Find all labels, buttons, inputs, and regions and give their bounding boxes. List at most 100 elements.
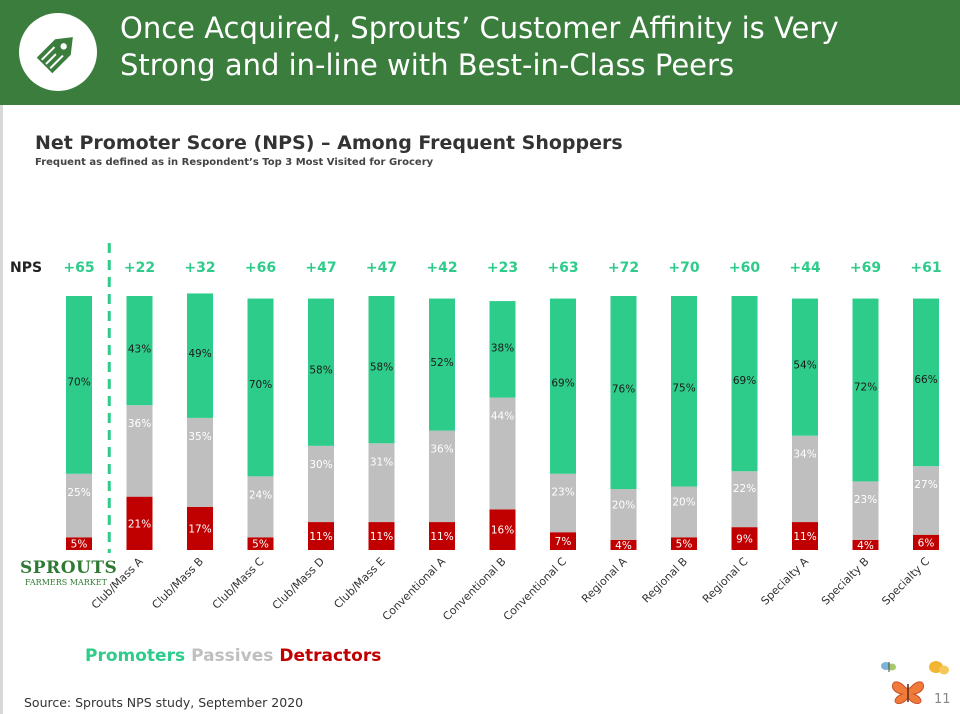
detractors-bar: [610, 539, 637, 550]
legend-promoters: Promoters: [85, 646, 186, 666]
promoters-bar: [792, 298, 818, 436]
promoters-data-label: 72%: [854, 381, 877, 393]
passives-data-label: 36%: [128, 418, 151, 430]
passives-data-label: 30%: [309, 459, 332, 471]
passives-data-label: 25%: [67, 487, 90, 499]
passives-bar: [852, 481, 879, 540]
passives-bar: [66, 473, 92, 538]
detractors-data-label: 11%: [430, 531, 453, 543]
promoters-data-label: 58%: [370, 362, 393, 374]
nps-value: +63: [547, 260, 578, 276]
detractors-data-label: 21%: [128, 518, 151, 530]
x-tick-label: Regional B: [640, 555, 691, 606]
promoters-bar: [610, 296, 637, 490]
detractors-data-label: 5%: [71, 539, 88, 551]
nps-value: +42: [426, 260, 457, 276]
detractors-data-label: 4%: [857, 540, 874, 552]
x-tick-label: Club/Mass E: [331, 555, 387, 611]
promoters-data-label: 70%: [249, 379, 272, 391]
detractors-data-label: 11%: [370, 531, 393, 543]
promoters-data-label: 69%: [733, 375, 756, 387]
passives-bar: [671, 486, 697, 538]
detractors-bar: [308, 522, 334, 550]
header-banner: Once Acquired, Sprouts’ Customer Affinit…: [0, 0, 960, 105]
detractors-data-label: 11%: [793, 531, 816, 543]
promoters-data-label: 75%: [672, 382, 695, 394]
detractors-data-label: 5%: [676, 539, 693, 551]
detractors-bar: [792, 522, 818, 550]
promoters-data-label: 70%: [67, 376, 90, 388]
detractors-bar: [66, 537, 92, 550]
left-rule: [0, 105, 3, 714]
nps-value: +69: [850, 260, 881, 276]
detractors-bar: [671, 537, 697, 550]
nps-value: +23: [487, 260, 518, 276]
detractors-data-label: 7%: [555, 536, 572, 548]
promoters-bar: [429, 298, 455, 431]
x-tick-label: Club/Mass B: [149, 555, 206, 612]
promoters-data-label: 52%: [430, 357, 453, 369]
detractors-data-label: 11%: [309, 531, 332, 543]
x-tick-label: Club/Mass D: [270, 555, 327, 612]
passives-data-label: 31%: [370, 456, 393, 468]
nps-value: +47: [366, 260, 397, 276]
promoters-bar: [66, 296, 92, 474]
page-title-line-1: Once Acquired, Sprouts’ Customer Affinit…: [120, 11, 839, 45]
chart-legend: Promoters Passives Detractors: [85, 646, 387, 666]
passives-bar: [308, 445, 334, 523]
passives-bar: [792, 435, 818, 523]
passives-data-label: 20%: [672, 497, 695, 509]
x-tick-label: Regional A: [579, 555, 630, 606]
detractors-bar: [550, 532, 576, 550]
detractors-bar: [368, 522, 395, 550]
passives-bar: [126, 405, 153, 497]
source-note: Source: Sprouts NPS study, September 202…: [24, 695, 304, 710]
nps-value: +44: [789, 260, 820, 276]
promoters-bar: [187, 293, 213, 418]
passives-data-label: 27%: [914, 479, 937, 491]
detractors-data-label: 16%: [491, 525, 514, 537]
x-tick-label: Specialty A: [758, 555, 811, 608]
promoters-data-label: 49%: [188, 348, 211, 360]
detractors-bar: [247, 537, 274, 550]
promoters-data-label: 76%: [612, 384, 635, 396]
promoters-data-label: 43%: [128, 343, 151, 355]
nps-value: +60: [729, 260, 760, 276]
detractors-bar: [126, 496, 153, 550]
detractors-data-label: 6%: [918, 537, 935, 549]
nps-value: +72: [608, 260, 639, 276]
passives-data-label: 34%: [793, 449, 816, 461]
detractors-data-label: 5%: [252, 539, 269, 551]
passives-bar: [368, 443, 395, 523]
promoters-data-label: 66%: [914, 374, 937, 386]
passives-data-label: 35%: [188, 431, 211, 443]
detractors-data-label: 4%: [615, 540, 632, 552]
butterfly-icon: [881, 661, 949, 705]
x-tick-label: Specialty B: [819, 555, 872, 608]
detractors-data-label: 17%: [188, 523, 211, 535]
passives-bar: [429, 430, 455, 523]
sprouts-logo: SPROUTS FARMERS MARKET: [20, 559, 117, 588]
promoters-bar: [913, 298, 939, 467]
detractors-bar: [187, 506, 213, 550]
passives-bar: [489, 397, 516, 510]
passives-data-label: 36%: [430, 444, 453, 456]
passives-bar: [247, 476, 274, 538]
detractors-bar: [913, 534, 939, 550]
x-tick-label: Regional C: [700, 555, 751, 606]
price-tag-icon: [36, 37, 73, 74]
legend-detractors: Detractors: [279, 646, 382, 666]
promoters-data-label: 69%: [551, 378, 574, 390]
butterfly-orange-icon: [892, 681, 924, 705]
legend-passives: Passives: [191, 646, 274, 666]
nps-value: +65: [63, 260, 94, 276]
promoters-data-label: 38%: [491, 342, 514, 354]
promoters-bar: [308, 298, 334, 446]
x-tick-label: Conventional B: [440, 555, 508, 623]
passives-data-label: 23%: [854, 494, 877, 506]
page-number: 11: [934, 692, 951, 707]
promoters-bar: [489, 301, 516, 398]
detractors-bar: [489, 509, 516, 550]
promoters-bar: [731, 296, 758, 472]
page-title-line-2: Strong and in-line with Best-in-Class Pe…: [120, 48, 735, 82]
